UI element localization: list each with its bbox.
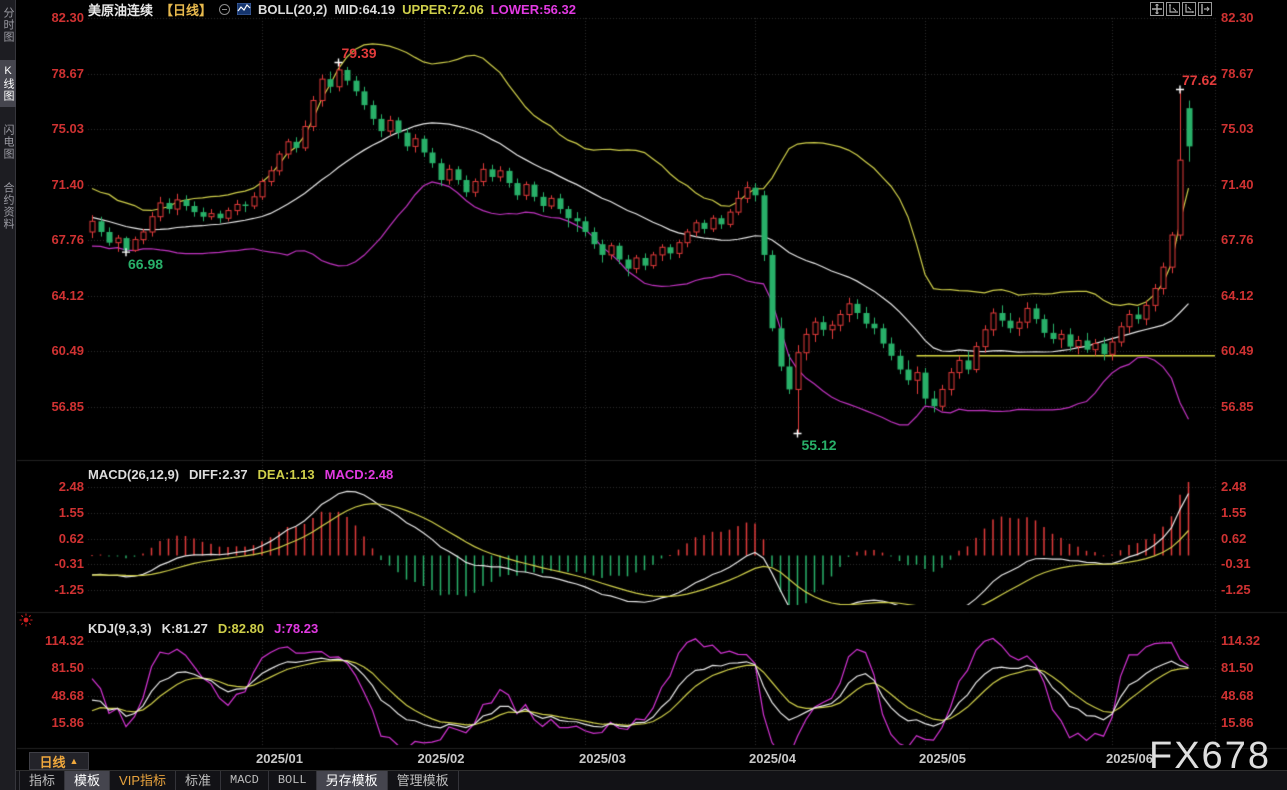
tab-boll[interactable]: BOLL (269, 771, 317, 790)
boll-upper-value: UPPER:72.06 (402, 1, 484, 17)
macd-diff-value: DIFF:2.37 (189, 467, 248, 482)
shift-right-button[interactable] (1198, 2, 1212, 16)
tab-standard[interactable]: 标准 (176, 771, 222, 790)
sidebar-tab-kline-chart[interactable]: K线图 (0, 60, 16, 107)
period-selector[interactable]: 日线 ▲ (29, 752, 89, 770)
indicator-toolbar: 指标 模板 VIP指标 标准 MACD BOLL 另存模板 管理模板 (16, 770, 1287, 790)
tab-macd[interactable]: MACD (221, 771, 269, 790)
symbol-name: 美原油连续 (88, 2, 154, 18)
macd-dea-value: DEA:1.13 (257, 467, 315, 482)
collapse-icon[interactable] (219, 3, 231, 15)
kdj-k-value: K:81.27 (161, 621, 208, 636)
alert-marker-icon (19, 613, 33, 627)
macd-title: MACD(26,12,9) (88, 467, 180, 482)
chart-mode-sidebar: 分时图 K线图 闪电图 合约资料 (0, 0, 16, 790)
fx678-watermark: FX678 (1149, 735, 1271, 777)
kdj-panel-header: KDJ(9,3,3) K:81.27 D:82.80 J:78.23 (88, 621, 318, 636)
sidebar-tab-flash-chart[interactable]: 闪电图 (2, 124, 14, 160)
tab-indicator[interactable]: 指标 (19, 771, 66, 790)
sidebar-tab-contract-info[interactable]: 合约资料 (2, 182, 14, 230)
kdj-title: KDJ(9,3,3) (88, 621, 152, 636)
kdj-d-value: D:82.80 (217, 621, 265, 636)
chart-header: 美原油连续 【日线】 BOLL(20,2) MID:64.19 UPPER:72… (88, 1, 576, 18)
boll-mid-value: MID:64.19 (334, 1, 396, 17)
mini-kline-icon[interactable] (237, 3, 252, 15)
period-tag: 【日线】 (160, 2, 213, 18)
sidebar-tab-time-chart[interactable]: 分时图 (2, 7, 14, 43)
period-selector-label: 日线 (39, 754, 66, 770)
tab-vip-indicator[interactable]: VIP指标 (110, 771, 176, 790)
x-axis-scale-button[interactable] (1182, 2, 1196, 16)
tab-template[interactable]: 模板 (65, 771, 111, 790)
y-axis-scale-button[interactable] (1166, 2, 1180, 16)
boll-indicator-label: BOLL(20,2) (258, 1, 328, 17)
tab-manage-template[interactable]: 管理模板 (388, 771, 459, 790)
macd-value: MACD:2.48 (324, 467, 394, 482)
chevron-up-icon: ▲ (69, 756, 79, 766)
tab-save-template[interactable]: 另存模板 (316, 771, 388, 790)
kdj-j-value: J:78.23 (274, 621, 319, 636)
macd-panel-header: MACD(26,12,9) DIFF:2.37 DEA:1.13 MACD:2.… (88, 467, 393, 482)
boll-lower-value: LOWER:56.32 (490, 1, 576, 17)
move-crosshair-button[interactable] (1150, 2, 1164, 16)
